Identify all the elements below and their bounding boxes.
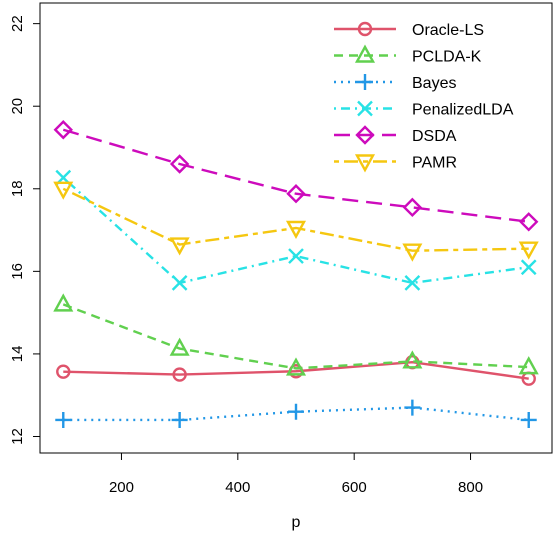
legend-item-dsda: DSDA <box>334 125 457 145</box>
y-tick-label: 18 <box>9 180 26 197</box>
series-bayes <box>55 399 537 428</box>
legend-marker <box>355 125 375 145</box>
series-dsda <box>53 120 539 232</box>
legend-label: PCLDA-K <box>412 49 482 66</box>
legend-marker <box>357 21 373 37</box>
x-tick-label: 600 <box>342 479 367 496</box>
data-point <box>402 243 423 262</box>
data-point <box>288 403 304 420</box>
series-pclda-k <box>53 293 539 376</box>
legend-label: PAMR <box>412 155 457 172</box>
data-point <box>518 241 539 260</box>
data-point <box>55 411 72 428</box>
legend-label: Bayes <box>412 75 456 92</box>
y-tick-label: 16 <box>9 263 26 280</box>
series-line <box>62 187 529 252</box>
x-axis-title: p <box>292 514 301 531</box>
legend-item-pamr: PAMR <box>334 154 457 173</box>
legend-label: Oracle-LS <box>412 22 484 39</box>
data-point <box>520 259 537 276</box>
data-point <box>288 248 304 264</box>
data-point <box>169 237 190 256</box>
data-point <box>53 293 74 312</box>
legend-item-pclda-k: PCLDA-K <box>334 44 482 66</box>
legend-label: PenalizedLDA <box>412 102 514 119</box>
legend-item-oracle-ls: Oracle-LS <box>334 21 484 39</box>
data-point <box>404 275 421 291</box>
data-point <box>402 197 423 218</box>
y-tick-label: 14 <box>9 346 26 363</box>
legend-marker <box>354 44 376 63</box>
legend-item-penalizedlda: PenalizedLDA <box>334 100 514 119</box>
data-point <box>53 181 74 200</box>
data-point <box>169 337 190 356</box>
y-tick-label: 20 <box>9 98 26 115</box>
legend-marker <box>357 74 373 90</box>
data-point <box>402 350 423 369</box>
y-tick-label: 22 <box>9 15 26 32</box>
y-tick-label: 12 <box>9 428 26 445</box>
data-point <box>404 399 421 416</box>
x-tick-label: 400 <box>225 479 250 496</box>
data-point <box>172 367 187 382</box>
series-line <box>62 128 529 223</box>
y-axis: 12 14 16 18 20 22 <box>9 15 41 445</box>
data-point <box>520 411 537 428</box>
series-line <box>62 303 529 370</box>
data-point <box>286 184 306 204</box>
series-penalizedlda <box>55 169 537 291</box>
series-line <box>62 176 529 285</box>
legend-marker <box>354 154 376 173</box>
legend-label: DSDA <box>412 128 457 145</box>
data-point <box>169 154 190 174</box>
legend: Oracle-LS PCLDA-K Bayes PenalizedLDA DSDA PAM… <box>334 21 514 173</box>
legend-marker <box>357 100 373 117</box>
series-line <box>63 406 529 422</box>
data-point <box>285 220 307 239</box>
x-tick-label: 800 <box>458 479 483 496</box>
x-axis: 200 400 600 800 <box>109 452 483 496</box>
data-point <box>285 357 307 376</box>
x-tick-label: 200 <box>109 479 134 496</box>
series-layer <box>53 120 539 428</box>
legend-item-bayes: Bayes <box>334 74 456 92</box>
data-point <box>53 120 73 140</box>
data-point <box>171 275 188 291</box>
data-point <box>171 411 188 428</box>
series-line <box>63 360 529 380</box>
data-point <box>56 364 71 379</box>
data-point <box>519 212 539 232</box>
data-point <box>518 356 539 375</box>
series-pamr <box>53 181 539 262</box>
